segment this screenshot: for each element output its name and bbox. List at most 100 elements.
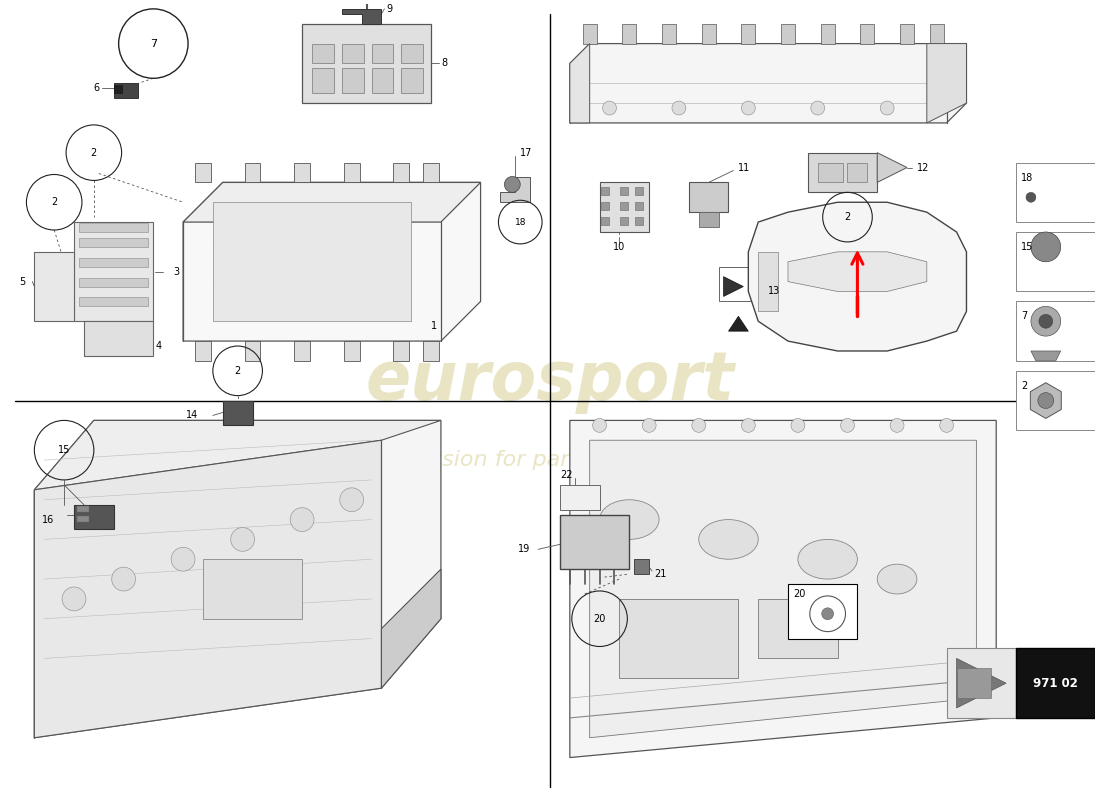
Bar — [302, 24, 431, 103]
Polygon shape — [930, 24, 944, 43]
Polygon shape — [500, 178, 530, 202]
Circle shape — [593, 418, 606, 432]
Polygon shape — [74, 505, 113, 530]
Ellipse shape — [798, 539, 857, 579]
Bar — [560, 514, 629, 569]
Text: 22: 22 — [560, 470, 572, 480]
Text: 3: 3 — [173, 266, 179, 277]
Circle shape — [840, 418, 855, 432]
Text: 5: 5 — [20, 277, 25, 286]
Bar — [1016, 162, 1096, 222]
Text: 2: 2 — [234, 366, 241, 376]
Polygon shape — [570, 43, 590, 123]
Bar — [718, 266, 758, 302]
Bar — [698, 212, 718, 227]
Polygon shape — [877, 153, 908, 182]
Bar — [372, 68, 394, 93]
Bar — [947, 649, 1016, 718]
Bar — [79, 238, 148, 247]
Circle shape — [1031, 232, 1060, 262]
Bar — [758, 252, 778, 311]
Bar — [1016, 371, 1096, 430]
Polygon shape — [927, 43, 967, 123]
Text: 971 02: 971 02 — [1033, 677, 1078, 690]
Text: 19: 19 — [518, 544, 530, 554]
Polygon shape — [342, 9, 382, 24]
Bar — [372, 43, 394, 63]
Bar — [342, 43, 364, 63]
Polygon shape — [424, 341, 439, 361]
Polygon shape — [957, 658, 1006, 708]
Bar — [79, 278, 148, 286]
Circle shape — [1031, 306, 1060, 336]
Polygon shape — [84, 322, 153, 356]
Text: 2: 2 — [845, 212, 850, 222]
Text: 16: 16 — [42, 514, 54, 525]
Circle shape — [741, 418, 756, 432]
Bar — [77, 516, 89, 522]
Bar — [788, 584, 857, 638]
Polygon shape — [1031, 351, 1060, 361]
Bar — [402, 68, 424, 93]
Bar — [847, 162, 867, 182]
Polygon shape — [382, 569, 441, 688]
Polygon shape — [623, 24, 636, 43]
Text: 6: 6 — [94, 83, 100, 94]
Text: 18: 18 — [515, 218, 526, 226]
Bar — [758, 599, 837, 658]
Text: 11: 11 — [738, 162, 750, 173]
Bar — [34, 252, 74, 322]
Polygon shape — [724, 277, 744, 297]
Bar — [79, 298, 148, 306]
Text: 10: 10 — [614, 242, 626, 252]
Polygon shape — [294, 341, 310, 361]
Circle shape — [822, 608, 834, 620]
Bar — [402, 43, 424, 63]
Polygon shape — [195, 341, 211, 361]
Polygon shape — [394, 341, 409, 361]
Text: 7: 7 — [1021, 311, 1027, 322]
Polygon shape — [113, 86, 122, 93]
Polygon shape — [294, 162, 310, 182]
Polygon shape — [590, 440, 977, 738]
Bar — [620, 187, 628, 195]
Circle shape — [1026, 192, 1036, 202]
Bar — [636, 217, 644, 225]
Bar — [312, 68, 333, 93]
Text: 2: 2 — [51, 198, 57, 207]
Text: 2: 2 — [90, 148, 97, 158]
Bar — [77, 506, 89, 512]
Polygon shape — [860, 24, 875, 43]
Bar — [1016, 649, 1096, 718]
Polygon shape — [34, 421, 441, 490]
Polygon shape — [1031, 382, 1062, 418]
Bar — [817, 162, 843, 182]
Circle shape — [62, 587, 86, 610]
Circle shape — [172, 547, 195, 571]
Circle shape — [692, 418, 706, 432]
Text: 20: 20 — [593, 614, 606, 624]
Bar — [957, 668, 991, 698]
Circle shape — [505, 177, 520, 192]
Polygon shape — [223, 401, 253, 426]
Polygon shape — [662, 24, 675, 43]
Polygon shape — [741, 24, 756, 43]
Polygon shape — [183, 182, 481, 222]
Bar — [620, 202, 628, 210]
Circle shape — [811, 101, 825, 115]
Text: 15: 15 — [1021, 242, 1033, 252]
Bar — [601, 187, 608, 195]
Text: 14: 14 — [186, 410, 198, 421]
Text: 20: 20 — [793, 589, 805, 599]
Bar — [601, 202, 608, 210]
Polygon shape — [244, 162, 261, 182]
Polygon shape — [424, 162, 439, 182]
Bar — [620, 217, 628, 225]
Ellipse shape — [877, 564, 917, 594]
Bar — [79, 258, 148, 266]
Circle shape — [880, 101, 894, 115]
Bar — [636, 202, 644, 210]
Text: 18: 18 — [1021, 173, 1033, 182]
Circle shape — [340, 488, 364, 512]
Text: 8: 8 — [441, 58, 447, 69]
